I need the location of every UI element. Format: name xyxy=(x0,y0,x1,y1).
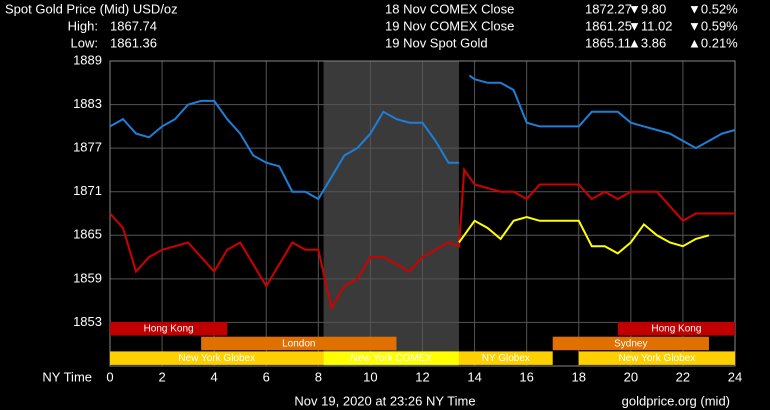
x-tick-label: 16 xyxy=(519,369,533,384)
x-tick-label: 14 xyxy=(467,369,481,384)
stat-label: High: xyxy=(68,18,98,33)
legend-change: ▲3.86 xyxy=(628,35,666,50)
session-label: Hong Kong xyxy=(144,324,194,335)
stat-value: 1867.74 xyxy=(110,18,157,33)
x-tick-label: 8 xyxy=(315,369,322,384)
x-tick-label: 18 xyxy=(572,369,586,384)
session-label: New York Globex xyxy=(178,353,255,364)
legend-pct: ▼0.59% xyxy=(688,18,738,33)
session-bar xyxy=(458,351,553,365)
source: goldprice.org (mid) xyxy=(622,393,730,408)
session-bar xyxy=(323,351,459,365)
legend-close: 1872.27 xyxy=(585,1,632,16)
session-label: Sydney xyxy=(614,338,647,349)
stat-label: Low: xyxy=(71,35,98,50)
session-bar xyxy=(110,351,324,365)
x-tick-label: 22 xyxy=(676,369,690,384)
series-line xyxy=(109,74,736,201)
session-bar xyxy=(617,322,735,336)
legend-entry: 19 Nov Spot Gold xyxy=(385,35,488,50)
legend-pct: ▼0.52% xyxy=(688,1,738,16)
y-tick-label: 1889 xyxy=(73,52,102,67)
legend-entry: 18 Nov COMEX Close xyxy=(385,1,514,16)
legend-entry: 19 Nov COMEX Close xyxy=(385,18,514,33)
session-bar xyxy=(110,322,228,336)
legend-close: 1865.11 xyxy=(585,35,631,50)
session-bar xyxy=(552,336,709,351)
chart-title: Spot Gold Price (Mid) USD/oz xyxy=(5,1,178,16)
x-tick-label: 20 xyxy=(624,369,638,384)
legend-change: ▼11.02 xyxy=(628,18,672,33)
y-tick-label: 1883 xyxy=(73,96,102,111)
x-tick-label: 12 xyxy=(415,369,429,384)
footer: Nov 19, 2020 at 23:26 NY Time xyxy=(294,393,475,408)
session-label: London xyxy=(282,338,315,349)
session-bar xyxy=(201,336,397,351)
legend-change: ▼9.80 xyxy=(628,1,666,16)
x-tick-label: 6 xyxy=(263,369,270,384)
session-label: NY Globex xyxy=(482,353,530,364)
legend-pct: ▲0.21% xyxy=(688,35,738,50)
legend-close: 1861.25 xyxy=(585,18,632,33)
stat-value: 1861.36 xyxy=(110,35,157,50)
session-bar xyxy=(578,351,735,365)
session-label: Hong Kong xyxy=(651,324,701,335)
x-axis-label: NY Time xyxy=(42,369,92,384)
x-tick-label: 24 xyxy=(728,369,742,384)
x-tick-label: 0 xyxy=(106,369,113,384)
shade-region xyxy=(323,61,459,366)
y-tick-label: 1853 xyxy=(73,314,102,329)
y-tick-label: 1859 xyxy=(73,270,102,285)
x-tick-label: 10 xyxy=(363,369,377,384)
x-tick-label: 4 xyxy=(211,369,218,384)
session-label: New York COMEX xyxy=(350,353,432,364)
x-tick-label: 2 xyxy=(158,369,165,384)
y-tick-label: 1871 xyxy=(73,183,102,198)
session-label: New York Globex xyxy=(619,353,696,364)
series-line xyxy=(458,216,710,255)
y-tick-label: 1865 xyxy=(73,227,102,242)
series-line xyxy=(109,167,735,311)
y-tick-label: 1877 xyxy=(73,140,102,155)
